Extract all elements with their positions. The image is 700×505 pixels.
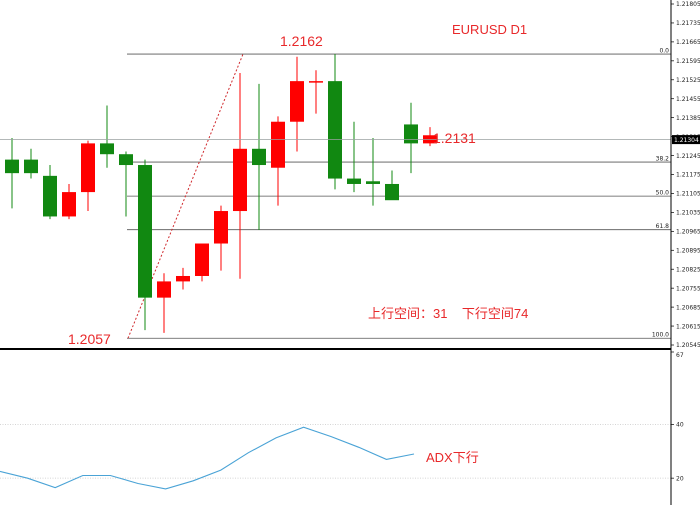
candle-body [100, 143, 114, 155]
axis-tick-label: 1.21525 [676, 77, 700, 84]
candle-body [138, 165, 152, 298]
fib-anchor-line [127, 53, 244, 339]
adx-tick-label: 67 [676, 352, 684, 359]
candle-body [233, 148, 247, 212]
candle-body [366, 181, 380, 184]
candle [404, 102, 418, 174]
candle-body [252, 148, 266, 166]
candle-body [62, 192, 76, 217]
candle [5, 137, 19, 209]
fib-level-label: 0.0 [659, 48, 669, 55]
candle [157, 273, 171, 333]
axis-tick-label: 1.21175 [676, 172, 700, 179]
candle [271, 116, 285, 206]
candle [290, 56, 304, 152]
fib-level-label: 61.8 [656, 223, 670, 230]
candle-body [195, 243, 209, 276]
candle-body [176, 275, 190, 282]
candle [366, 137, 380, 206]
axis-tick-label: 1.21805 [676, 1, 700, 8]
adx-series-line [0, 426, 415, 490]
axis-tick-label: 1.21035 [676, 210, 700, 217]
candle [347, 121, 361, 193]
candle-body [385, 183, 399, 201]
candle-body [404, 124, 418, 144]
candle-body [309, 81, 323, 83]
axis-tick-label: 1.21245 [676, 153, 700, 160]
candle-body [43, 175, 57, 217]
fib-level-label: 38.2 [656, 156, 670, 163]
candle-body [119, 154, 133, 166]
adx-tick-label: 40 [676, 422, 684, 429]
adx-pane: 67 40 20 [0, 351, 684, 490]
axis-tick-label: 1.20965 [676, 229, 700, 236]
axis-tick-label: 1.21735 [676, 20, 700, 27]
candle [214, 205, 228, 271]
price-axis: 1.21805 1.21735 1.21665 1.21595 1.21525 1.214… [0, 1, 700, 349]
low-price-label: 1.2057 [68, 331, 111, 347]
chart-title: EURUSD D1 [452, 22, 527, 37]
axis-tick-label: 1.20825 [676, 266, 700, 273]
fib-level-label: 100.0 [652, 332, 669, 339]
current-price-tick: 1.21304 [674, 137, 699, 144]
candle [176, 267, 190, 290]
candle-body [271, 121, 285, 168]
candle-body [290, 81, 304, 122]
candle-body [157, 281, 171, 298]
candle [81, 140, 95, 212]
candle-body [24, 159, 38, 174]
axis-tick-label: 1.21105 [676, 191, 700, 198]
candle [24, 148, 38, 179]
candle [309, 70, 323, 114]
current-price-label: 1.2131 [433, 130, 476, 146]
candles [5, 54, 437, 333]
current-price-tag [672, 135, 700, 145]
space-annotation: 上行空间：31 下行空间74 [368, 306, 528, 321]
axis-tick-label: 1.20615 [676, 323, 700, 330]
candle-body [5, 159, 19, 174]
axis-tick-label: 1.21595 [676, 58, 700, 65]
fib-trend-line [127, 53, 244, 339]
candle-body [214, 211, 228, 244]
candle-body [81, 143, 95, 193]
high-price-label: 1.2162 [280, 33, 323, 49]
candle [62, 183, 76, 220]
candle [43, 165, 57, 220]
candle-body [347, 178, 361, 184]
candle-body [328, 81, 342, 179]
candle [233, 73, 247, 279]
candle [195, 243, 209, 282]
candle [385, 170, 399, 201]
candle [138, 159, 152, 331]
axis-tick-label: 1.20685 [676, 304, 700, 311]
adx-label: ADX下行 [426, 450, 479, 465]
axis-tick-label: 1.21385 [676, 115, 700, 122]
adx-tick-label: 20 [676, 475, 684, 482]
candle [119, 151, 133, 217]
axis-tick-label: 1.21455 [676, 96, 700, 103]
candle [252, 83, 266, 230]
axis-tick-label: 1.21665 [676, 39, 700, 46]
candle [328, 54, 342, 190]
fib-level-label: 50.0 [656, 190, 670, 197]
axis-tick-label: 1.20755 [676, 285, 700, 292]
axis-tick-label: 1.20895 [676, 247, 700, 254]
candle [100, 105, 114, 168]
axis-tick-label: 1.20545 [676, 342, 700, 349]
